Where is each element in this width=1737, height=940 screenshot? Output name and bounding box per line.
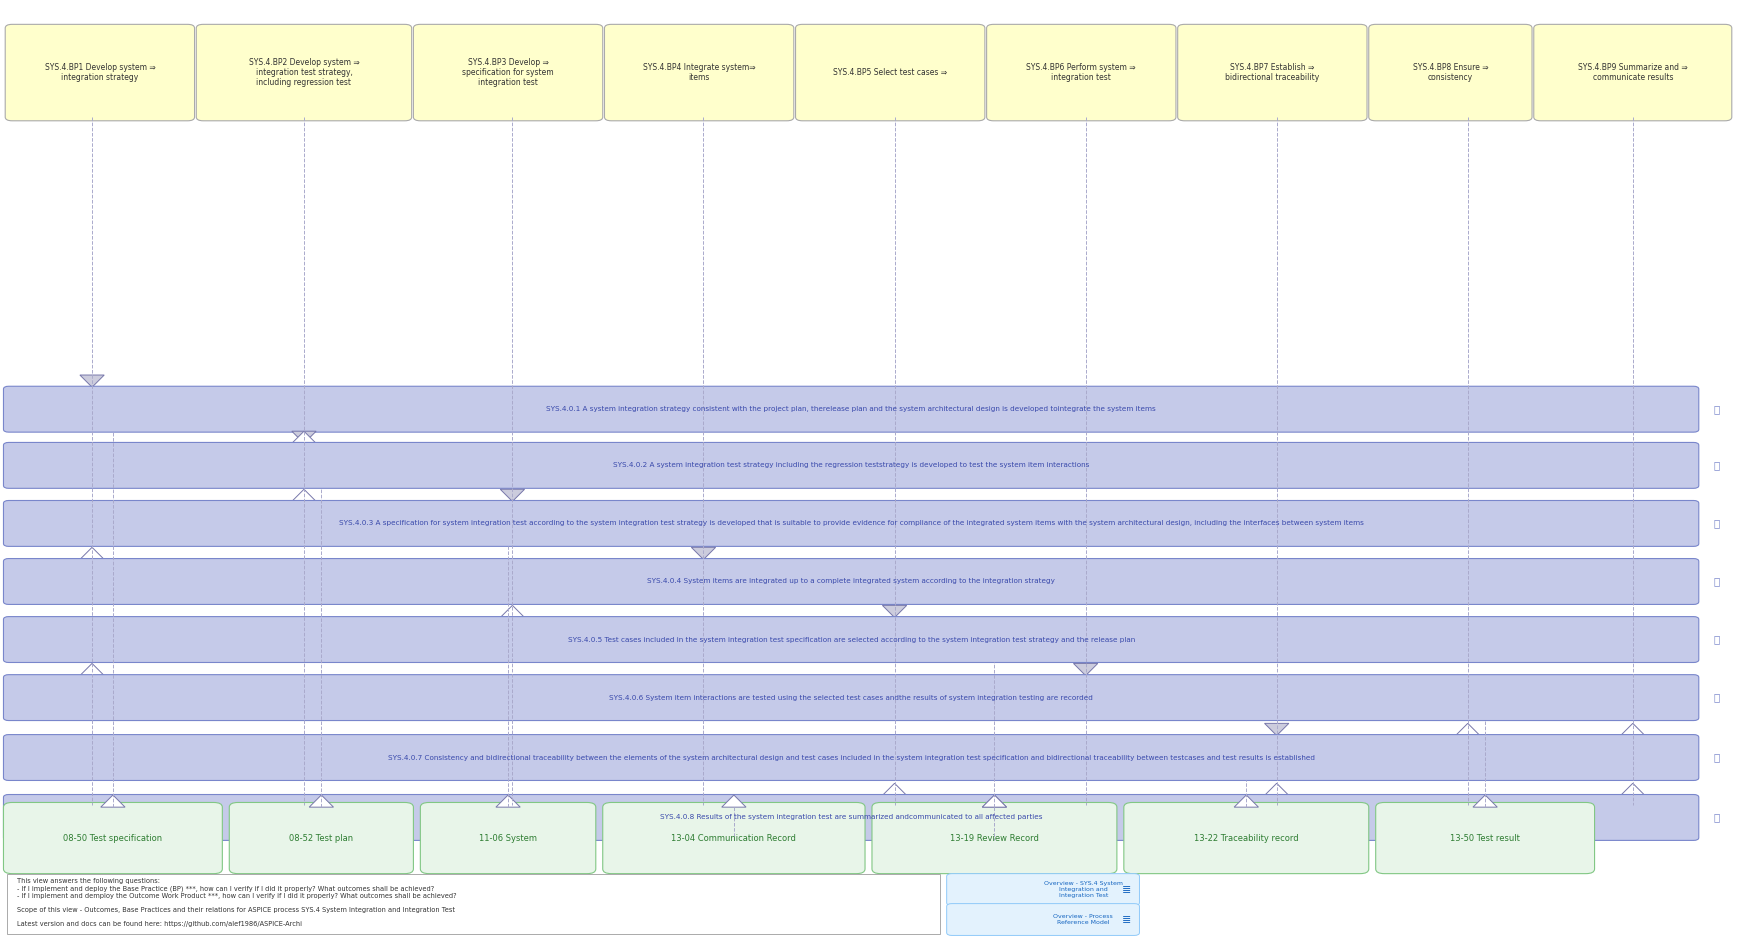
FancyBboxPatch shape bbox=[603, 803, 865, 873]
FancyBboxPatch shape bbox=[1369, 24, 1532, 121]
Polygon shape bbox=[691, 547, 716, 559]
FancyBboxPatch shape bbox=[229, 803, 413, 873]
FancyBboxPatch shape bbox=[1178, 24, 1367, 121]
Polygon shape bbox=[309, 795, 334, 807]
FancyBboxPatch shape bbox=[947, 873, 1139, 905]
Polygon shape bbox=[80, 664, 104, 676]
Text: This view answers the following questions:
- If I implement and deploy the Base : This view answers the following question… bbox=[17, 878, 457, 927]
Text: Ⓞ: Ⓞ bbox=[1713, 753, 1720, 762]
FancyBboxPatch shape bbox=[5, 24, 195, 121]
Polygon shape bbox=[1265, 724, 1289, 735]
FancyBboxPatch shape bbox=[796, 24, 985, 121]
Text: 13-04 Communication Record: 13-04 Communication Record bbox=[672, 834, 796, 842]
Polygon shape bbox=[80, 547, 104, 559]
Text: SYS.4.0.1 A system integration strategy consistent with the project plan, therel: SYS.4.0.1 A system integration strategy … bbox=[545, 406, 1157, 413]
Text: SYS.4.BP6 Perform system ⇒
integration test: SYS.4.BP6 Perform system ⇒ integration t… bbox=[1027, 63, 1136, 83]
Text: Ⓞ: Ⓞ bbox=[1713, 461, 1720, 470]
Text: Ⓞ: Ⓞ bbox=[1713, 693, 1720, 702]
Text: Overview - SYS.4 System
Integration and
Integration Test: Overview - SYS.4 System Integration and … bbox=[1044, 882, 1122, 898]
FancyBboxPatch shape bbox=[3, 803, 222, 873]
Text: SYS.4.0.6 System item interactions are tested using the selected test cases andt: SYS.4.0.6 System item interactions are t… bbox=[610, 695, 1093, 700]
FancyBboxPatch shape bbox=[3, 443, 1699, 488]
Text: 13-50 Test result: 13-50 Test result bbox=[1450, 834, 1520, 842]
Polygon shape bbox=[292, 431, 316, 444]
Text: SYS.4.BP7 Establish ⇒
bidirectional traceability: SYS.4.BP7 Establish ⇒ bidirectional trac… bbox=[1225, 63, 1320, 83]
Text: SYS.4.BP3 Develop ⇒
specification for system
integration test: SYS.4.BP3 Develop ⇒ specification for sy… bbox=[462, 57, 554, 87]
Text: SYS.4.0.7 Consistency and bidirectional traceability between the elements of the: SYS.4.0.7 Consistency and bidirectional … bbox=[387, 755, 1315, 760]
Text: 08-52 Test plan: 08-52 Test plan bbox=[290, 834, 353, 842]
Text: ≣: ≣ bbox=[1122, 885, 1131, 895]
FancyBboxPatch shape bbox=[7, 873, 940, 933]
FancyBboxPatch shape bbox=[3, 794, 1699, 840]
Text: ≣: ≣ bbox=[1122, 915, 1131, 925]
Text: 11-06 System: 11-06 System bbox=[479, 834, 537, 842]
FancyBboxPatch shape bbox=[1534, 24, 1732, 121]
Text: SYS.4.0.2 A system integration test strategy including the regression teststrate: SYS.4.0.2 A system integration test stra… bbox=[613, 462, 1089, 468]
FancyBboxPatch shape bbox=[196, 24, 412, 121]
Polygon shape bbox=[500, 605, 525, 618]
Polygon shape bbox=[983, 795, 1007, 807]
Polygon shape bbox=[101, 795, 125, 807]
Polygon shape bbox=[1621, 783, 1645, 795]
FancyBboxPatch shape bbox=[3, 500, 1699, 546]
Text: SYS.4.0.5 Test cases included in the system integration test specification are s: SYS.4.0.5 Test cases included in the sys… bbox=[568, 636, 1134, 643]
FancyBboxPatch shape bbox=[3, 558, 1699, 604]
Text: Ⓞ: Ⓞ bbox=[1713, 404, 1720, 415]
Text: 13-22 Traceability record: 13-22 Traceability record bbox=[1193, 834, 1299, 842]
Text: SYS.4.BP4 Integrate system⇒
items: SYS.4.BP4 Integrate system⇒ items bbox=[643, 63, 756, 83]
Polygon shape bbox=[292, 431, 316, 444]
Polygon shape bbox=[1473, 795, 1497, 807]
FancyBboxPatch shape bbox=[604, 24, 794, 121]
FancyBboxPatch shape bbox=[413, 24, 603, 121]
Polygon shape bbox=[882, 783, 907, 795]
Polygon shape bbox=[1073, 664, 1098, 676]
Text: SYS.4.0.8 Results of the system integration test are summarized andcommunicated : SYS.4.0.8 Results of the system integrat… bbox=[660, 814, 1042, 821]
Polygon shape bbox=[80, 375, 104, 387]
Text: 08-50 Test specification: 08-50 Test specification bbox=[63, 834, 163, 842]
FancyBboxPatch shape bbox=[872, 803, 1117, 873]
Polygon shape bbox=[983, 795, 1007, 807]
FancyBboxPatch shape bbox=[3, 734, 1699, 780]
Polygon shape bbox=[1233, 795, 1258, 807]
Polygon shape bbox=[1621, 724, 1645, 735]
FancyBboxPatch shape bbox=[987, 24, 1176, 121]
Text: SYS.4.BP2 Develop system ⇒
integration test strategy,
including regression test: SYS.4.BP2 Develop system ⇒ integration t… bbox=[248, 57, 360, 87]
FancyBboxPatch shape bbox=[3, 675, 1699, 721]
Polygon shape bbox=[882, 605, 907, 618]
FancyBboxPatch shape bbox=[3, 386, 1699, 432]
Text: SYS.4.0.3 A specification for system integration test according to the system in: SYS.4.0.3 A specification for system int… bbox=[339, 521, 1364, 526]
Polygon shape bbox=[723, 795, 747, 807]
Polygon shape bbox=[500, 489, 525, 501]
FancyBboxPatch shape bbox=[3, 617, 1699, 663]
FancyBboxPatch shape bbox=[1124, 803, 1369, 873]
Text: Ⓞ: Ⓞ bbox=[1713, 519, 1720, 528]
Text: Overview - Process
Reference Model: Overview - Process Reference Model bbox=[1053, 914, 1113, 925]
Polygon shape bbox=[497, 795, 521, 807]
Text: Ⓞ: Ⓞ bbox=[1713, 576, 1720, 587]
Polygon shape bbox=[1265, 783, 1289, 795]
Polygon shape bbox=[1456, 724, 1480, 735]
FancyBboxPatch shape bbox=[1376, 803, 1595, 873]
Polygon shape bbox=[292, 489, 316, 501]
Text: Ⓞ: Ⓞ bbox=[1713, 634, 1720, 645]
Text: SYS.4.BP8 Ensure ⇒
consistency: SYS.4.BP8 Ensure ⇒ consistency bbox=[1412, 63, 1489, 83]
Text: SYS.4.0.4 System items are integrated up to a complete integrated system accordi: SYS.4.0.4 System items are integrated up… bbox=[648, 578, 1054, 585]
Text: SYS.4.BP1 Develop system ⇒
integration strategy: SYS.4.BP1 Develop system ⇒ integration s… bbox=[45, 63, 155, 83]
Text: 13-19 Review Record: 13-19 Review Record bbox=[950, 834, 1039, 842]
FancyBboxPatch shape bbox=[420, 803, 596, 873]
Text: SYS.4.BP9 Summarize and ⇒
communicate results: SYS.4.BP9 Summarize and ⇒ communicate re… bbox=[1577, 63, 1688, 83]
FancyBboxPatch shape bbox=[947, 903, 1139, 935]
Text: Ⓞ: Ⓞ bbox=[1713, 812, 1720, 822]
Text: SYS.4.BP5 Select test cases ⇒: SYS.4.BP5 Select test cases ⇒ bbox=[834, 68, 947, 77]
